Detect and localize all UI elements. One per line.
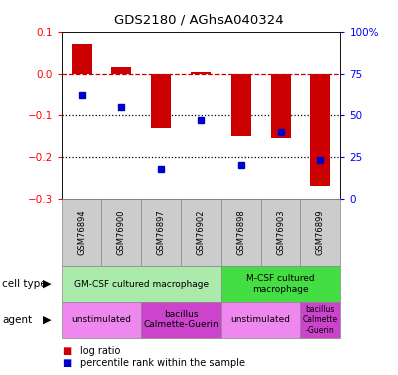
Bar (151, 74, 171, 128)
Text: ▶: ▶ (43, 315, 51, 325)
Text: unstimulated: unstimulated (231, 315, 291, 324)
Text: M-CSF cultured
macrophage: M-CSF cultured macrophage (246, 274, 315, 294)
Bar (101, 199, 141, 266)
Bar (221, 302, 300, 338)
Text: ■: ■ (62, 346, 71, 356)
Text: ▶: ▶ (43, 279, 51, 289)
Bar (191, 72, 211, 74)
Bar (231, 74, 251, 136)
Text: agent: agent (2, 315, 32, 325)
Text: unstimulated: unstimulated (72, 315, 131, 324)
Text: GSM76903: GSM76903 (276, 210, 285, 255)
Bar (141, 199, 181, 266)
Bar (141, 302, 221, 338)
Bar (261, 199, 300, 266)
Text: bacillus
Calmette
-Guerin: bacillus Calmette -Guerin (303, 305, 338, 334)
Text: bacillus
Calmette-Guerin: bacillus Calmette-Guerin (143, 310, 219, 329)
Bar (221, 266, 340, 302)
Bar (300, 199, 340, 266)
Bar (62, 266, 221, 302)
Bar (221, 199, 261, 266)
Text: GDS2180 / AGhsA040324: GDS2180 / AGhsA040324 (114, 13, 284, 26)
Text: GM-CSF cultured macrophage: GM-CSF cultured macrophage (74, 280, 209, 289)
Bar (271, 74, 291, 138)
Bar (310, 74, 330, 186)
Text: GSM76900: GSM76900 (117, 210, 126, 255)
Text: cell type: cell type (2, 279, 47, 289)
Text: GSM76894: GSM76894 (77, 210, 86, 255)
Text: GSM76902: GSM76902 (197, 210, 205, 255)
Text: log ratio: log ratio (80, 346, 120, 356)
Text: GSM76899: GSM76899 (316, 210, 325, 255)
Text: GSM76898: GSM76898 (236, 210, 245, 255)
Bar (181, 199, 221, 266)
Text: percentile rank within the sample: percentile rank within the sample (80, 358, 245, 368)
Bar (300, 302, 340, 338)
Bar (111, 68, 131, 74)
Bar (62, 199, 101, 266)
Bar (62, 302, 141, 338)
Text: ■: ■ (62, 358, 71, 368)
Text: GSM76897: GSM76897 (157, 210, 166, 255)
Bar (72, 44, 92, 74)
